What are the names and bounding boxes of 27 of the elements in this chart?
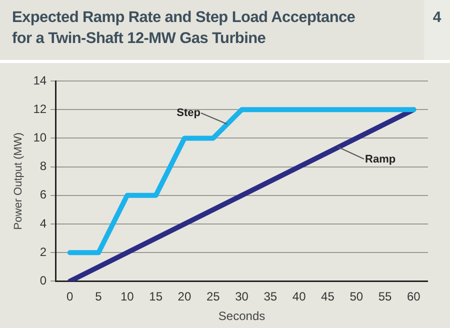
y-tick-label: 12 bbox=[33, 102, 47, 116]
series-label: Ramp bbox=[365, 153, 396, 166]
y-tick-label: 6 bbox=[40, 188, 47, 202]
x-tick-label: 55 bbox=[378, 290, 392, 304]
x-tick-label: 20 bbox=[178, 290, 192, 304]
x-tick-label: 50 bbox=[350, 290, 364, 304]
series-label: Step bbox=[176, 106, 201, 119]
y-tick-label: 14 bbox=[33, 73, 47, 88]
y-tick-label: 4 bbox=[40, 216, 47, 230]
x-tick-label: 25 bbox=[206, 290, 220, 304]
y-tick-label: 8 bbox=[40, 159, 47, 174]
x-tick-label: 45 bbox=[321, 290, 335, 304]
chart-title: Expected Ramp Rate and Step Load Acceptance for a Twin-Shaft 12-MW Gas Turbine bbox=[12, 8, 356, 49]
x-tick-label: 60 bbox=[406, 290, 421, 304]
y-tick-label: 10 bbox=[33, 130, 47, 145]
y-tick-label: 2 bbox=[40, 244, 47, 259]
x-tick-label: 35 bbox=[264, 290, 278, 304]
text: 4 bbox=[424, 0, 450, 60]
y-axis-title: Power Output (MW) bbox=[12, 132, 25, 230]
x-axis-title: Seconds bbox=[218, 309, 266, 324]
x-tick-label: 0 bbox=[66, 290, 74, 304]
y-tick-label: 0 bbox=[40, 274, 47, 288]
x-tick-label: 40 bbox=[292, 290, 306, 304]
x-tick-label: 15 bbox=[149, 290, 163, 304]
x-tick-label: 10 bbox=[120, 290, 134, 304]
x-tick-label: 5 bbox=[95, 290, 102, 304]
x-tick-label: 30 bbox=[235, 290, 249, 304]
